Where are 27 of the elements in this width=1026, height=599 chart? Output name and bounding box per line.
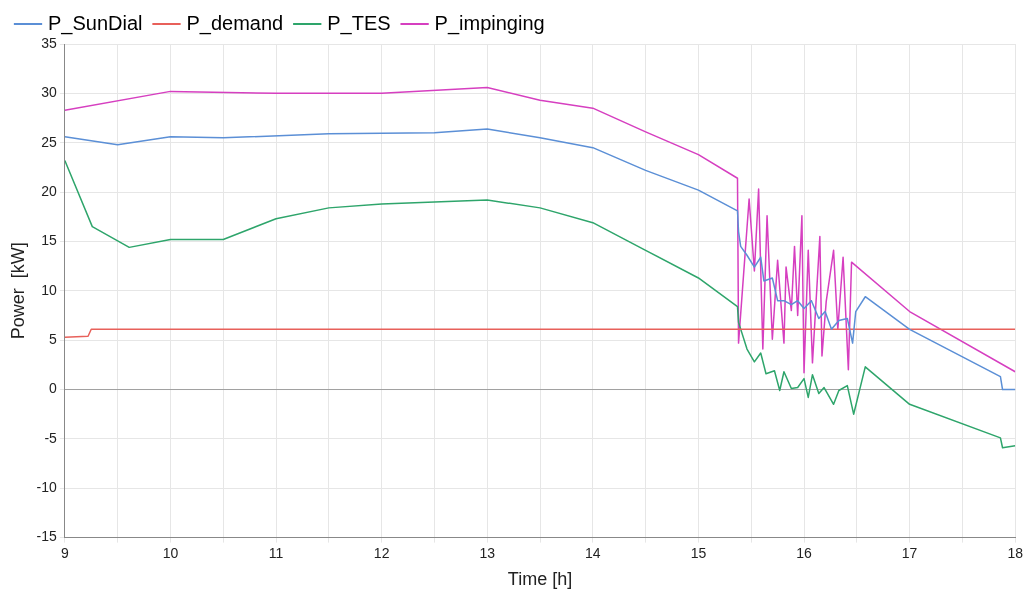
x-tick-label: 18 (1007, 544, 1024, 561)
x-axis-title: Time [h] (507, 569, 573, 590)
x-tick-label: 17 (901, 544, 918, 561)
x-tick-label: 11 (268, 544, 284, 561)
x-tick-label: 12 (373, 544, 390, 561)
x-tick-label: 15 (690, 544, 707, 561)
x-tick-label: 10 (162, 544, 179, 561)
y-tick-label: 5 (49, 331, 58, 348)
y-tick-label: 30 (41, 84, 58, 101)
y-tick-label: 35 (41, 34, 58, 51)
x-tick-label: 14 (585, 544, 601, 561)
x-tick-label: 13 (479, 544, 496, 561)
x-tick-label: 16 (796, 544, 813, 561)
y-tick-label: 25 (41, 133, 58, 150)
y-tick-label: -15 (36, 528, 58, 545)
y-tick-label: -5 (44, 429, 58, 446)
x-tick-label: 9 (60, 544, 69, 561)
y-axis-title: Power [kW] (7, 242, 28, 340)
y-tick-label: 20 (41, 182, 58, 199)
y-tick-label: -10 (36, 479, 58, 496)
legend-label: P_TES (327, 11, 391, 35)
y-tick-label: 10 (41, 281, 58, 298)
y-tick-label: 0 (49, 380, 58, 397)
legend-label: P_SunDial (48, 11, 143, 35)
y-tick-label: 15 (41, 232, 58, 249)
legend-label: P_impinging (434, 11, 545, 35)
legend-label: P_demand (186, 11, 284, 35)
